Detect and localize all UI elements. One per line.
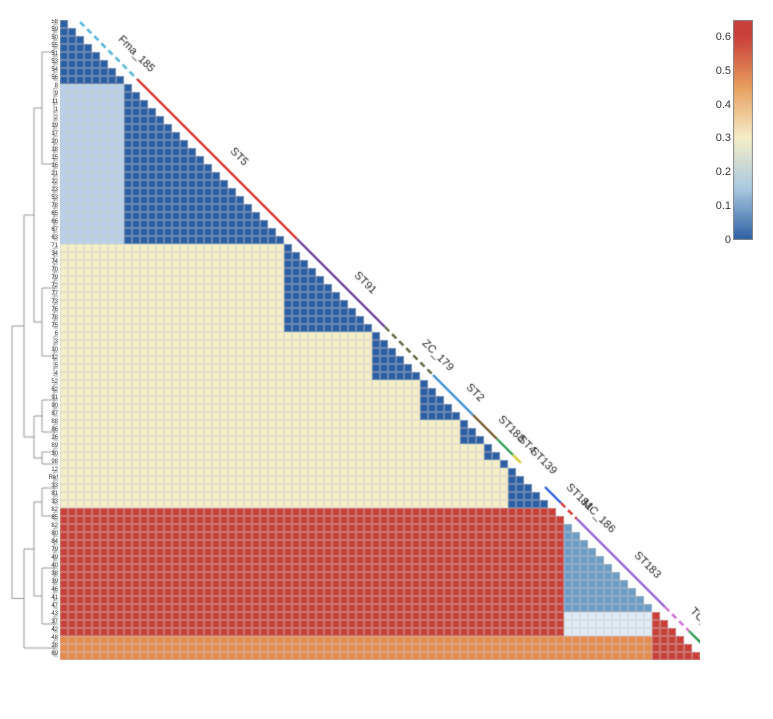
row-label: 43 (44, 611, 58, 617)
row-label: 66 (44, 219, 58, 225)
row-label: 15 (44, 155, 58, 161)
row-label: 53 (44, 195, 58, 201)
row-label: 74 (44, 259, 58, 265)
row-label: 49 (44, 555, 58, 561)
row-label: 62 (44, 387, 58, 393)
row-label: 69 (44, 651, 58, 657)
row-label: 79 (44, 275, 58, 281)
row-label: 87 (44, 411, 58, 417)
row-label: 33 (44, 499, 58, 505)
row-label: 41 (44, 595, 58, 601)
row-label: 81 (44, 491, 58, 497)
row-label: 23 (44, 187, 58, 193)
row-label: 22 (44, 179, 58, 185)
row-label: 17 (44, 131, 58, 137)
row-label: 19 (44, 123, 58, 129)
row-label: 53 (44, 59, 58, 65)
row-label: 89 (44, 443, 58, 449)
row-label: 77 (44, 291, 58, 297)
colorbar-tick: 0.6 (716, 31, 731, 43)
row-label: 76 (44, 307, 58, 313)
row-label: 90 (44, 403, 58, 409)
row-label: 38 (44, 571, 58, 577)
row-label: 2 (44, 115, 58, 121)
row-label: 91 (44, 395, 58, 401)
row-label: 78 (44, 315, 58, 321)
row-label: 8 (44, 83, 58, 89)
row-label: 9 (44, 91, 58, 97)
row-label: 80 (44, 531, 58, 537)
row-label: 71 (44, 243, 58, 249)
colorbar-tick: 0.3 (716, 132, 731, 144)
row-label: 47 (44, 603, 58, 609)
row-label: 20 (44, 139, 58, 145)
row-label: 4 (44, 371, 58, 377)
row-label: 16 (44, 163, 58, 169)
row-label: 5 (44, 363, 58, 369)
row-label: 11 (44, 99, 58, 105)
row-label: 65 (44, 211, 58, 217)
row-label: 78 (44, 203, 58, 209)
row-label: 55 (44, 43, 58, 49)
row-label: 46 (44, 587, 58, 593)
row-label: 6 (44, 331, 58, 337)
row-label: 50 (44, 35, 58, 41)
figure-container: 00.10.20.30.40.50.6 58595055515354568911… (0, 0, 773, 719)
row-label: Ref (44, 475, 58, 481)
row-label: 51 (44, 51, 58, 57)
row-label: 3 (44, 339, 58, 345)
row-label: 39 (44, 579, 58, 585)
colorbar-tick: 0.2 (716, 166, 731, 178)
row-label: 33 (44, 483, 58, 489)
colorbar-tick: 0.5 (716, 65, 731, 77)
row-label: 82 (44, 523, 58, 529)
row-label: 12 (44, 467, 58, 473)
row-label: 10 (44, 347, 58, 353)
row-label: 21 (44, 171, 58, 177)
row-label: 63 (44, 235, 58, 241)
row-label: 30 (44, 451, 58, 457)
colorbar-ticks: 00.10.20.30.40.50.6 (701, 20, 731, 240)
colorbar-tick: 0 (725, 234, 731, 246)
row-label: 70 (44, 267, 58, 273)
row-label: 86 (44, 427, 58, 433)
row-label: 88 (44, 419, 58, 425)
colorbar (733, 20, 753, 240)
row-label: 67 (44, 227, 58, 233)
row-label: 85 (44, 515, 58, 521)
colorbar-tick: 0.1 (716, 200, 731, 212)
row-label: 52 (44, 379, 58, 385)
colorbar-tick: 0.4 (716, 99, 731, 111)
row-label: 37 (44, 619, 58, 625)
row-label: 40 (44, 563, 58, 569)
heatmap (60, 20, 700, 660)
row-label: 58 (44, 19, 58, 25)
row-label: 42 (44, 627, 58, 633)
row-label: 54 (44, 67, 58, 73)
row-label: 26 (44, 435, 58, 441)
row-label: 12 (44, 355, 58, 361)
row-label: 34 (44, 251, 58, 257)
row-label: 84 (44, 539, 58, 545)
row-label: 1 (44, 107, 58, 113)
row-label: 59 (44, 27, 58, 33)
row-label: 28 (44, 643, 58, 649)
row-label: 98 (44, 459, 58, 465)
row-label: 82 (44, 507, 58, 513)
row-label: 72 (44, 283, 58, 289)
row-label: 48 (44, 635, 58, 641)
row-label: 18 (44, 147, 58, 153)
row-label: 75 (44, 323, 58, 329)
row-label: 79 (44, 547, 58, 553)
row-label: 73 (44, 299, 58, 305)
row-label: 56 (44, 75, 58, 81)
